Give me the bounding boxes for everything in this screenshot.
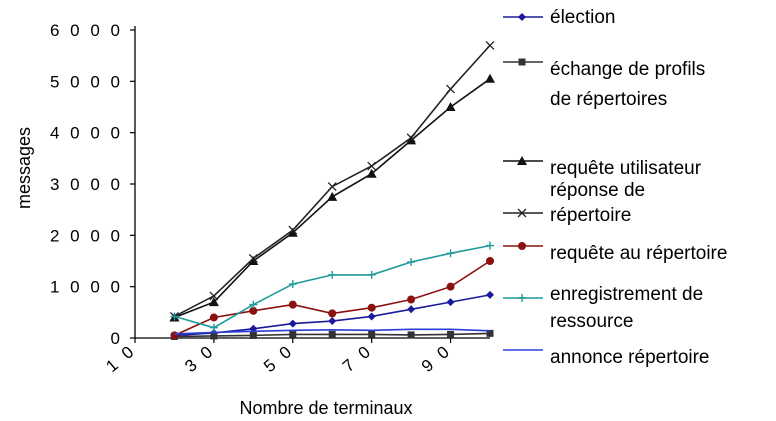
data-point: [170, 312, 179, 321]
data-point: [248, 253, 258, 263]
data-point: [210, 332, 218, 340]
data-point: [288, 300, 297, 309]
legend-label: requête au répertoire: [550, 243, 727, 264]
legend-item: échange de profils de répertoires: [503, 58, 705, 110]
y-tick-label: 5 0 0 0: [50, 72, 123, 91]
legend-marker: [518, 242, 526, 250]
series-7: [174, 328, 491, 335]
series-3: [169, 73, 495, 322]
data-point: [328, 317, 337, 326]
legend-label: ressource: [550, 311, 633, 332]
series-5: [170, 257, 494, 340]
data-point: [289, 330, 297, 338]
data-point: [485, 73, 495, 83]
y-tick-label: 2 0 0 0: [50, 226, 123, 245]
data-point: [407, 305, 416, 314]
legend-label: échange de profils: [550, 59, 705, 80]
x-axis: 1 0 3 0 5 0 7 0 9 0: [102, 337, 490, 377]
legend-label: requête utilisateur: [550, 158, 702, 179]
legend-marker: [518, 13, 526, 21]
data-point: [249, 331, 257, 339]
data-point: [288, 280, 297, 289]
data-point: [446, 84, 456, 94]
legend-marker: [517, 156, 527, 165]
series-layer: [169, 40, 495, 340]
data-point: [366, 168, 377, 178]
series-6: [170, 241, 494, 332]
x-axis-label: Nombre de terminaux: [239, 398, 412, 418]
legend-label: élection: [550, 7, 616, 28]
data-point: [170, 331, 179, 340]
x-tick-label: 3 0: [181, 341, 218, 377]
y-axis-label: messages: [14, 127, 34, 209]
data-point: [249, 306, 258, 315]
data-point: [367, 270, 376, 279]
y-tick-label: 6 0 0 0: [50, 21, 123, 40]
x-tick-label: 9 0: [418, 341, 455, 377]
data-point: [406, 133, 416, 143]
data-point: [288, 225, 298, 235]
legend-item: annonce répertoire: [503, 347, 710, 368]
legend-marker: [518, 58, 526, 66]
data-point: [368, 330, 376, 338]
x-tick-label: 7 0: [339, 341, 376, 377]
y-tick-label: 4 0 0 0: [50, 124, 123, 143]
y-axis: 0 1 0 0 0 2 0 0 0 3 0 0 0 4 0 0 0 5 0 0 0 6 0 …: [50, 21, 136, 348]
legend-item: requête au répertoire: [503, 242, 727, 264]
legend-item: enregistrement de ressource: [503, 284, 703, 332]
data-point: [486, 329, 494, 337]
legend-marker: [518, 294, 526, 302]
data-point: [367, 303, 376, 312]
data-point: [209, 323, 218, 332]
legend-label: réponse de: [550, 180, 645, 201]
data-point: [406, 135, 417, 145]
data-point: [367, 312, 376, 321]
y-tick-label: 0: [111, 329, 123, 348]
data-point: [328, 330, 336, 338]
data-point: [407, 331, 415, 339]
data-point: [208, 297, 219, 307]
data-point: [328, 309, 337, 318]
data-point: [328, 270, 337, 279]
x-tick-label: 1 0: [102, 341, 139, 377]
data-point: [407, 295, 416, 304]
legend-label: annonce répertoire: [550, 347, 710, 368]
legend-item: réponse de répertoire: [503, 180, 645, 226]
data-point: [485, 40, 495, 50]
data-point: [367, 161, 377, 171]
data-point: [446, 298, 455, 307]
data-point: [209, 291, 219, 301]
legend-item: requête utilisateur: [503, 156, 702, 179]
data-point: [486, 290, 494, 299]
data-point: [327, 191, 338, 201]
data-point: [248, 256, 259, 265]
legend-marker: [517, 208, 527, 218]
series-4: [169, 40, 495, 321]
data-point: [407, 258, 416, 267]
legend-label: répertoire: [550, 205, 631, 226]
legend: élection échange de profils de répertoires…: [503, 7, 727, 368]
data-point: [327, 182, 337, 192]
series-line: [174, 328, 491, 335]
legend-label: de répertoires: [550, 89, 667, 110]
x-tick-label: 5 0: [260, 341, 297, 377]
data-point: [446, 282, 455, 291]
y-tick-label: 1 0 0 0: [50, 278, 123, 297]
y-tick-label: 3 0 0 0: [50, 175, 123, 194]
data-point: [287, 227, 298, 237]
data-point: [249, 300, 258, 309]
data-point: [445, 102, 456, 111]
data-point: [486, 257, 494, 265]
data-point: [447, 330, 455, 338]
legend-label: enregistrement de: [550, 284, 703, 305]
data-point: [486, 241, 494, 250]
legend-item: élection: [503, 7, 616, 28]
data-point: [446, 249, 455, 258]
data-point: [209, 313, 218, 322]
data-point: [288, 319, 297, 328]
